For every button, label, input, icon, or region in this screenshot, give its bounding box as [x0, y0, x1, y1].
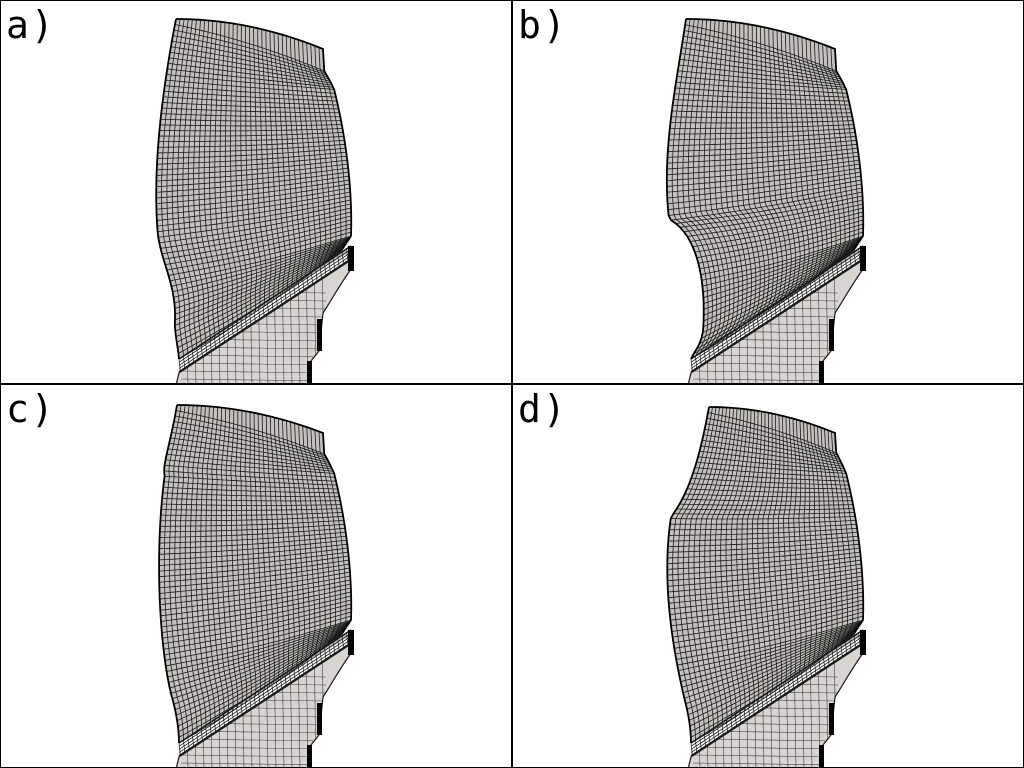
blade-outline-leading	[155, 18, 180, 360]
panel-label-b: b)	[518, 3, 568, 47]
blade-outline-leading	[665, 18, 705, 360]
panel-a: a)	[0, 0, 512, 384]
root-notches	[307, 630, 354, 767]
blade-mesh-c	[158, 404, 354, 767]
root-notches	[819, 246, 866, 383]
panel-d: d)	[512, 384, 1024, 768]
platform-band	[178, 245, 353, 373]
blade-outline-tip-trailing	[685, 18, 865, 252]
blade-mesh-a	[155, 18, 354, 383]
blade-outline-leading	[666, 406, 710, 744]
mesh-group	[158, 404, 354, 767]
root-notches	[819, 630, 866, 767]
panel-label-d: d)	[518, 387, 568, 431]
panel-b: b)	[512, 0, 1024, 384]
platform-band	[690, 629, 865, 757]
platform-band	[178, 629, 353, 757]
root-notches	[307, 246, 354, 383]
blade-outline-tip-trailing	[176, 404, 353, 636]
platform-band	[690, 245, 865, 373]
panel-label-a: a)	[6, 3, 56, 47]
panel-c: c)	[0, 384, 512, 768]
mesh-group	[665, 18, 866, 383]
panel-label-c: c)	[6, 387, 56, 431]
blade-mesh-d	[666, 406, 866, 767]
blade-outline-tip-trailing	[708, 406, 865, 636]
blade-mesh-b	[665, 18, 866, 383]
mesh-group	[666, 406, 866, 767]
blade-outline-tip-trailing	[175, 18, 353, 252]
mesh-group	[155, 18, 354, 383]
blade-outline-leading	[158, 404, 180, 744]
